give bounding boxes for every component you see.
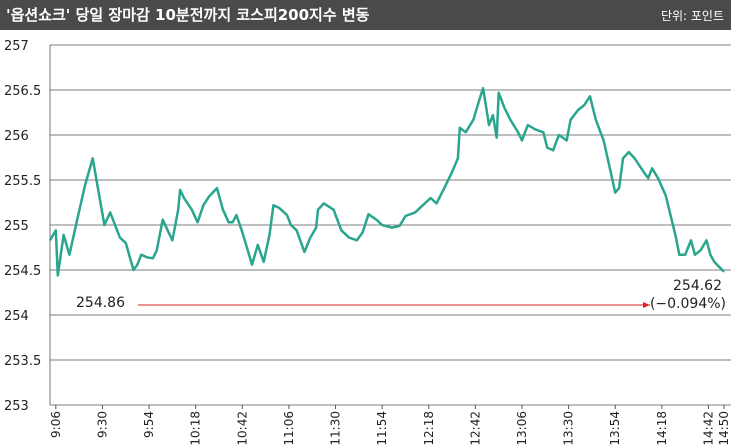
x-tick-label: 11:54 <box>375 411 389 446</box>
x-tick-label: 10:18 <box>189 411 203 446</box>
y-tick-label: 255 <box>4 219 29 234</box>
annotation: 254.86 <box>76 295 125 311</box>
annotation: 254.62 <box>673 278 722 294</box>
x-tick-label: 9:30 <box>95 411 109 438</box>
x-tick-label: 14:50 <box>717 411 731 446</box>
x-tick-label: 9:06 <box>49 411 63 438</box>
y-tick-label: 255.5 <box>4 174 41 189</box>
y-tick-label: 254.5 <box>4 264 41 279</box>
y-tick-label: 256 <box>4 129 29 144</box>
x-tick-label: 9:54 <box>142 411 156 438</box>
x-tick-label: 14:18 <box>655 411 669 446</box>
y-tick-label: 257 <box>4 39 29 54</box>
y-tick-label: 256.5 <box>4 84 41 99</box>
x-tick-label: 11:06 <box>282 411 296 446</box>
chart-title: '옵션쇼크' 당일 장마감 10분전까지 코스피200지수 변동 <box>6 6 370 24</box>
x-tick-label: 14:42 <box>701 411 715 446</box>
y-tick-label: 254 <box>4 309 29 324</box>
x-tick-label: 13:06 <box>515 411 529 446</box>
x-tick-label: 12:18 <box>422 411 436 446</box>
x-tick-label: 12:42 <box>468 411 482 446</box>
line-series <box>48 86 725 277</box>
y-tick-label: 253.5 <box>4 354 41 369</box>
annotation: (−0.094%) <box>650 296 726 312</box>
x-tick-label: 10:42 <box>235 411 249 446</box>
x-tick-label: 13:54 <box>608 411 622 446</box>
x-tick-label: 13:30 <box>562 411 576 446</box>
unit-label: 단위: 포인트 <box>661 9 724 23</box>
x-tick-label: 11:30 <box>329 411 343 446</box>
y-tick-label: 253 <box>4 399 29 414</box>
header-bar <box>0 0 731 30</box>
